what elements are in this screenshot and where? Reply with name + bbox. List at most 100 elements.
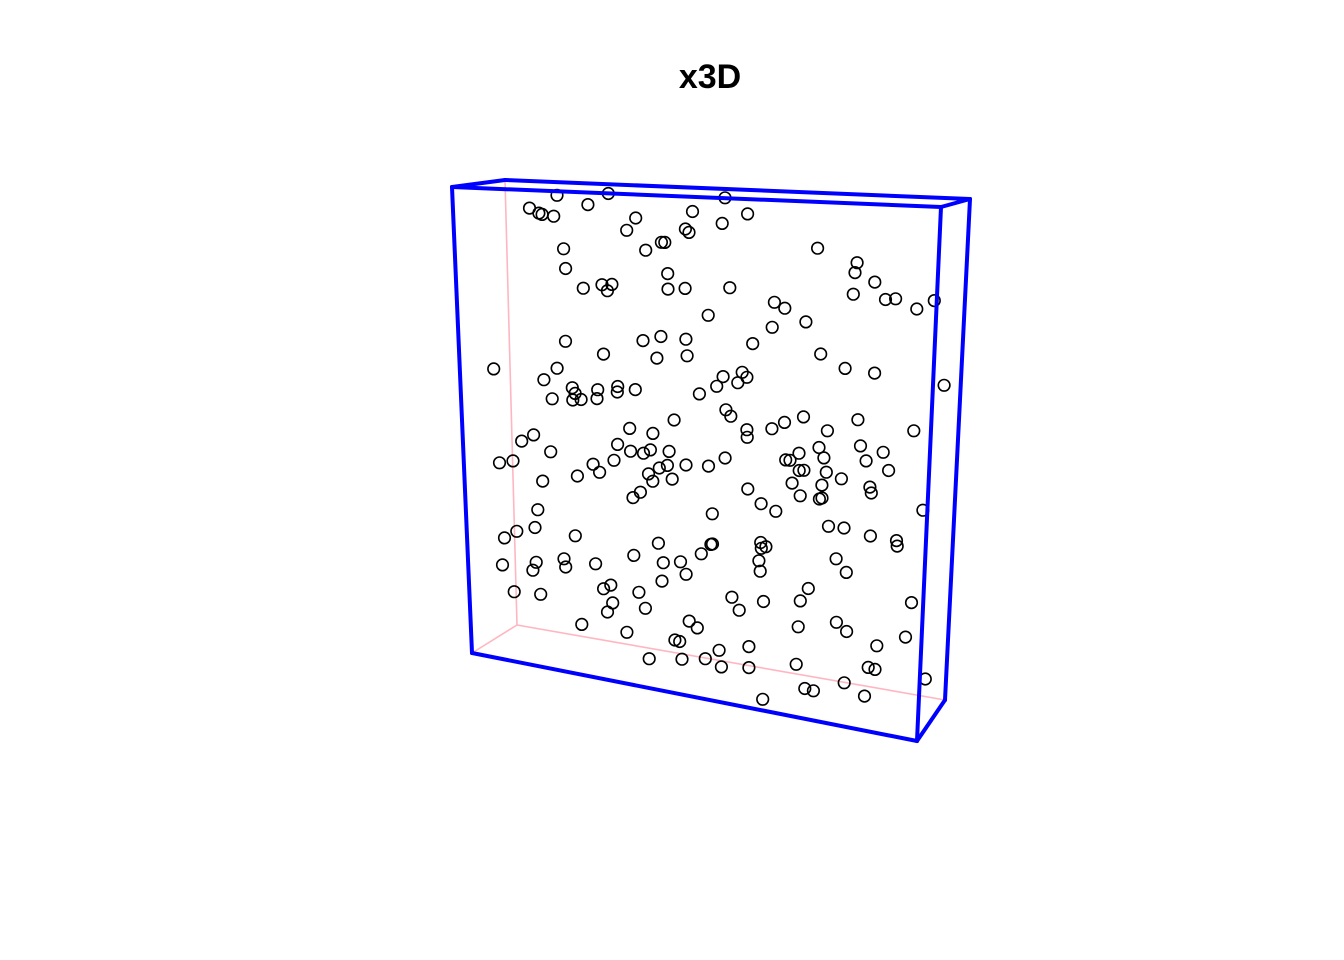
- data-point: [667, 413, 681, 427]
- data-point: [910, 302, 924, 316]
- data-point: [660, 458, 675, 473]
- data-point: [596, 347, 611, 361]
- data-point: [752, 554, 766, 568]
- data-point: [623, 421, 637, 436]
- data-point: [712, 643, 726, 657]
- data-point: [534, 587, 548, 601]
- data-point: [907, 424, 921, 438]
- data-point: [740, 423, 754, 437]
- data-point: [799, 315, 813, 329]
- data-point: [814, 347, 828, 361]
- data-point: [643, 443, 658, 457]
- data-point: [881, 463, 896, 478]
- data-point: [792, 446, 806, 460]
- data-point: [661, 282, 675, 296]
- data-point: [591, 383, 605, 397]
- data-point: [742, 660, 756, 675]
- data-point: [692, 387, 707, 401]
- data-point: [629, 211, 643, 225]
- data-point: [796, 410, 811, 424]
- data-point: [725, 590, 739, 604]
- data-point: [719, 403, 733, 417]
- data-point: [937, 378, 951, 392]
- data-point: [746, 337, 760, 351]
- data-point: [596, 582, 611, 596]
- data-point: [851, 413, 865, 427]
- data-point: [694, 547, 708, 561]
- data-point: [848, 266, 862, 280]
- data-point: [754, 497, 768, 511]
- data-point: [656, 556, 670, 570]
- data-point: [532, 206, 546, 220]
- data-point: [679, 567, 693, 581]
- box-edge: [939, 197, 972, 209]
- data-point: [754, 541, 768, 555]
- data-point: [678, 281, 692, 296]
- data-point: [536, 474, 550, 488]
- chart-title: x3D: [678, 58, 742, 96]
- data-point: [646, 426, 660, 441]
- data-point: [550, 361, 564, 375]
- data-point: [846, 287, 860, 301]
- data-point: [890, 539, 904, 553]
- data-point: [837, 521, 851, 535]
- data-point: [756, 594, 771, 609]
- data-points: [487, 186, 951, 706]
- data-point: [628, 383, 642, 397]
- box-edge: [470, 651, 919, 743]
- data-point: [544, 445, 558, 459]
- data-point: [623, 444, 638, 458]
- data-point: [765, 320, 779, 334]
- data-point: [679, 332, 693, 346]
- data-point: [710, 379, 724, 393]
- data-point: [898, 630, 913, 644]
- data-point: [655, 574, 669, 588]
- data-point: [868, 662, 882, 677]
- data-point: [566, 393, 580, 407]
- data-point: [531, 503, 545, 517]
- data-point: [778, 301, 792, 315]
- data-point: [682, 614, 696, 628]
- data-point: [576, 281, 590, 295]
- box-edge: [450, 185, 943, 209]
- data-point: [680, 349, 694, 363]
- data-point: [679, 458, 693, 472]
- data-point: [698, 652, 712, 666]
- data-point: [650, 351, 664, 365]
- data-point: [779, 453, 793, 467]
- data-point: [529, 555, 543, 569]
- data-point: [652, 461, 666, 475]
- data-point: [834, 472, 849, 486]
- data-point: [756, 692, 770, 706]
- data-point: [568, 529, 582, 543]
- data-point: [575, 617, 589, 632]
- data-point: [638, 601, 653, 615]
- data-point: [783, 453, 797, 467]
- data-point: [642, 652, 656, 666]
- data-point: [797, 463, 811, 477]
- box-edge-hidden: [516, 624, 946, 701]
- data-point: [853, 439, 868, 453]
- data-point: [665, 472, 679, 486]
- data-point: [547, 209, 561, 223]
- data-point: [716, 370, 730, 384]
- data-point: [777, 415, 792, 430]
- data-point: [586, 457, 600, 471]
- data-point: [685, 204, 700, 219]
- data-point: [654, 235, 669, 249]
- data-point: [857, 689, 872, 703]
- data-point: [558, 334, 573, 348]
- data-point: [556, 242, 571, 256]
- data-point: [690, 621, 704, 635]
- data-point: [740, 207, 755, 221]
- data-point: [870, 639, 884, 653]
- data-point: [620, 625, 634, 639]
- box-edge-hidden: [504, 179, 518, 626]
- data-point: [741, 482, 755, 496]
- data-point: [838, 361, 852, 376]
- data-point: [545, 392, 559, 406]
- data-point: [859, 454, 873, 468]
- data-point: [839, 624, 854, 639]
- data-point: [558, 261, 573, 276]
- data-point: [682, 225, 696, 239]
